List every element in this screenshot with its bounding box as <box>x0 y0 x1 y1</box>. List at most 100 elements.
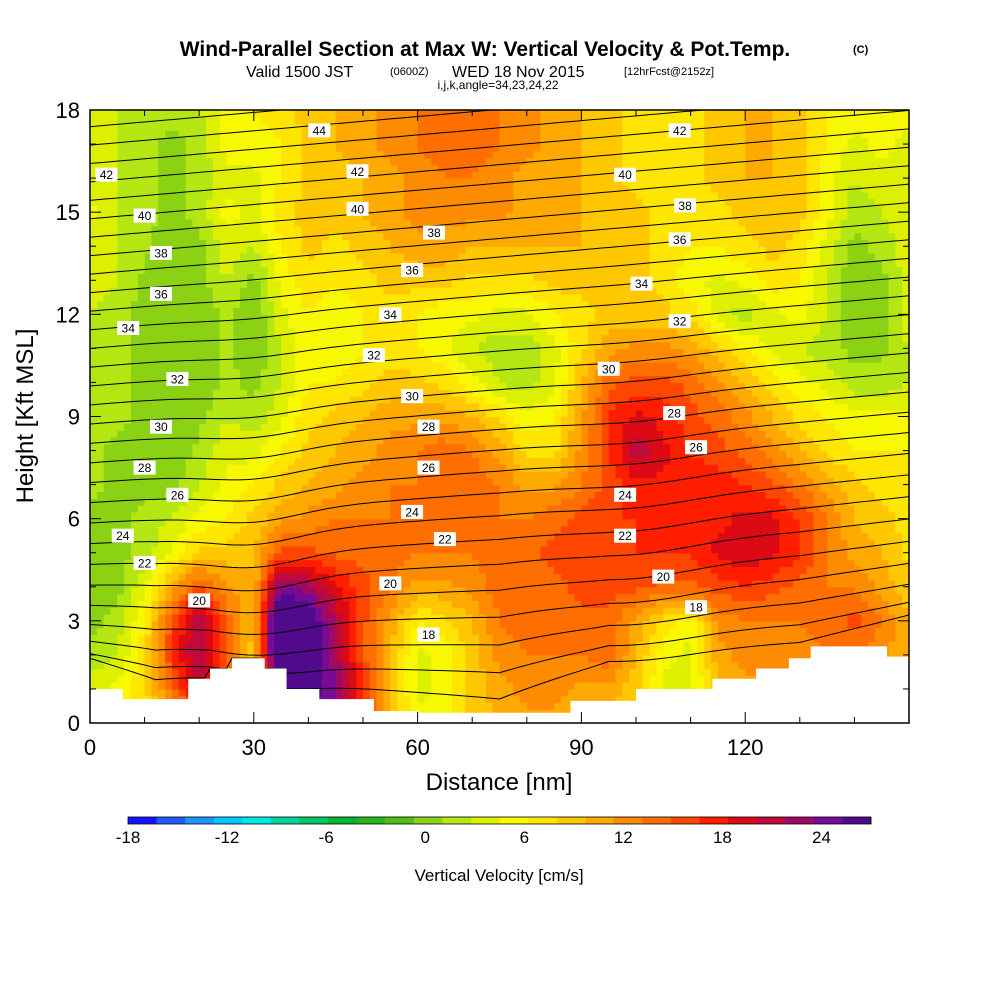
velocity-cell <box>110 614 118 622</box>
velocity-cell <box>629 470 637 479</box>
velocity-cell <box>281 661 289 670</box>
velocity-cell <box>226 505 234 513</box>
velocity-cell <box>335 607 344 615</box>
velocity-cell <box>144 505 153 513</box>
velocity-cell <box>854 539 862 547</box>
velocity-cell <box>540 593 548 601</box>
velocity-cell <box>840 443 849 452</box>
velocity-cell <box>369 627 378 636</box>
velocity-cell <box>656 443 664 452</box>
velocity-cell <box>144 614 153 622</box>
velocity-cell <box>96 464 105 472</box>
velocity-cell <box>792 525 801 533</box>
velocity-cell <box>731 505 739 513</box>
velocity-cell <box>328 648 337 656</box>
velocity-cell <box>267 648 275 656</box>
velocity-cell <box>219 464 228 472</box>
velocity-cell <box>833 539 842 547</box>
velocity-cell <box>137 668 146 676</box>
velocity-cell <box>779 607 787 615</box>
velocity-cell <box>540 627 548 636</box>
velocity-cell <box>103 566 112 574</box>
velocity-cell <box>369 661 378 670</box>
velocity-cell <box>472 525 480 533</box>
velocity-cell <box>410 634 419 642</box>
velocity-cell <box>253 566 262 574</box>
velocity-cell <box>820 641 828 649</box>
velocity-cell <box>629 627 637 636</box>
velocity-cell <box>711 600 719 608</box>
velocity-cell <box>642 457 651 465</box>
velocity-cell <box>253 443 262 452</box>
velocity-cell <box>622 545 630 554</box>
velocity-cell <box>649 443 658 452</box>
velocity-cell <box>752 552 760 561</box>
velocity-cell <box>786 641 794 649</box>
velocity-cell <box>90 586 98 595</box>
velocity-cell <box>178 586 187 595</box>
velocity-cell <box>185 436 193 445</box>
velocity-cell <box>717 627 726 636</box>
velocity-cell <box>717 593 726 601</box>
velocity-cell <box>451 491 460 499</box>
velocity-cell <box>165 552 173 561</box>
velocity-cell <box>479 607 487 615</box>
velocity-cell <box>206 443 214 452</box>
velocity-cell <box>690 552 699 561</box>
velocity-cell <box>519 668 528 676</box>
velocity-cell <box>233 539 241 547</box>
velocity-cell <box>526 436 535 445</box>
velocity-cell <box>676 491 685 499</box>
velocity-cell <box>540 552 548 561</box>
velocity-cell <box>513 498 521 506</box>
velocity-cell <box>656 484 664 493</box>
velocity-cell <box>233 634 241 642</box>
velocity-cell <box>813 593 821 601</box>
velocity-cell <box>676 600 685 608</box>
velocity-cell <box>199 586 207 595</box>
velocity-cell <box>158 688 166 697</box>
velocity-cell <box>212 464 221 472</box>
velocity-cell <box>526 532 535 540</box>
velocity-cell <box>745 607 753 615</box>
velocity-cell <box>895 648 903 656</box>
velocity-cell <box>792 579 801 588</box>
velocity-cell <box>485 566 494 574</box>
velocity-cell <box>124 688 132 697</box>
velocity-cell <box>588 579 596 588</box>
velocity-cell <box>308 634 316 642</box>
velocity-cell <box>567 641 576 649</box>
velocity-cell <box>506 477 514 486</box>
velocity-cell <box>854 559 862 567</box>
velocity-cell <box>137 627 146 636</box>
velocity-cell <box>206 579 214 588</box>
velocity-cell <box>212 511 221 520</box>
velocity-cell <box>171 518 180 527</box>
velocity-cell <box>656 586 664 595</box>
velocity-cell <box>192 518 200 527</box>
velocity-cell <box>90 614 98 622</box>
velocity-cell <box>752 627 760 636</box>
velocity-cell <box>403 545 412 554</box>
velocity-cell <box>479 498 487 506</box>
velocity-cell <box>287 668 296 676</box>
velocity-cell <box>219 559 228 567</box>
velocity-cell <box>124 661 132 670</box>
velocity-cell <box>881 457 890 465</box>
velocity-cell <box>397 477 405 486</box>
velocity-cell <box>397 607 405 615</box>
velocity-cell <box>629 518 637 527</box>
velocity-cell <box>369 573 378 581</box>
velocity-cell <box>274 505 282 513</box>
velocity-cell <box>547 614 555 622</box>
velocity-cell <box>328 539 337 547</box>
velocity-cell <box>874 498 883 506</box>
velocity-cell <box>431 682 439 690</box>
velocity-cell <box>240 539 248 547</box>
velocity-cell <box>738 641 746 649</box>
velocity-cell <box>226 634 234 642</box>
velocity-cell <box>526 525 535 533</box>
velocity-cell <box>881 525 890 533</box>
velocity-cell <box>895 634 903 642</box>
velocity-cell <box>390 661 398 670</box>
